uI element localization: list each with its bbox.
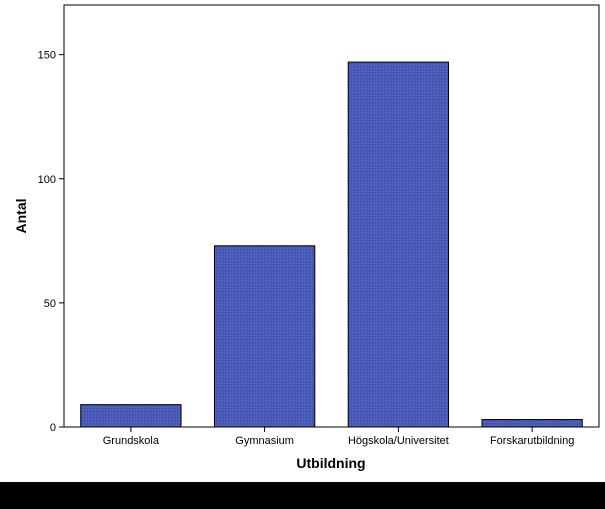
x-tick-label: Gymnasium <box>235 435 294 447</box>
y-axis-title: Antal <box>13 199 29 234</box>
x-axis-ticks: Grundskola Gymnasium Högskola/Universitet F… <box>103 427 574 447</box>
y-tick-label: 0 <box>50 422 56 434</box>
footer-band <box>0 482 605 509</box>
y-axis-ticks: 0 50 100 150 <box>38 50 64 434</box>
x-tick-label: Forskarutbildning <box>490 435 574 447</box>
bar-grundskola <box>80 404 182 428</box>
bar-forskarutbildning <box>481 419 583 428</box>
y-tick-label: 150 <box>38 50 56 62</box>
bars-group <box>80 61 583 428</box>
bar-chart: 0 50 100 150 Grundskola Gymnasium Högskola/Un… <box>13 4 600 471</box>
x-tick-label: Grundskola <box>103 435 160 447</box>
y-tick-label: 50 <box>44 298 56 310</box>
x-tick-label: Högskola/Universitet <box>348 435 449 447</box>
bar-h-gskola-universitet <box>347 61 450 428</box>
y-tick-label: 100 <box>38 174 56 186</box>
x-axis-title: Utbildning <box>296 455 365 471</box>
plot-area <box>63 4 600 428</box>
bar-gymnasium <box>213 245 316 428</box>
